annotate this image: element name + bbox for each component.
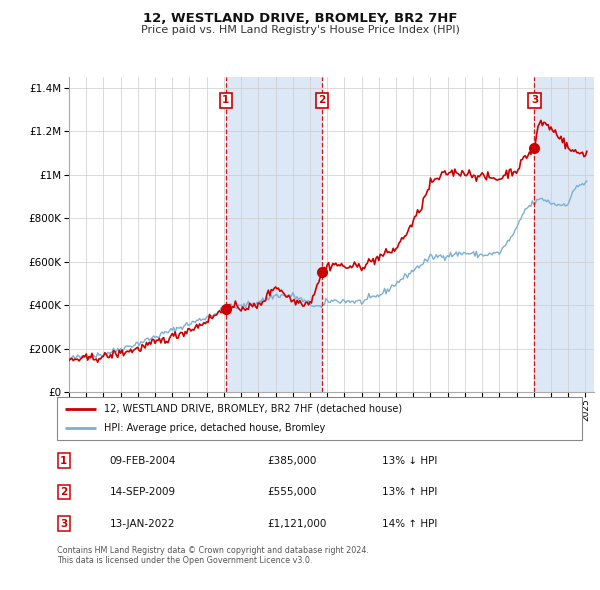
Text: 1: 1 xyxy=(60,455,67,466)
Text: 14-SEP-2009: 14-SEP-2009 xyxy=(110,487,176,497)
Bar xyxy=(226,77,322,392)
Text: 09-FEB-2004: 09-FEB-2004 xyxy=(110,455,176,466)
Text: £385,000: £385,000 xyxy=(267,455,316,466)
Text: 13-JAN-2022: 13-JAN-2022 xyxy=(110,519,175,529)
Text: Price paid vs. HM Land Registry's House Price Index (HPI): Price paid vs. HM Land Registry's House … xyxy=(140,25,460,35)
Text: £555,000: £555,000 xyxy=(267,487,316,497)
Text: £1,121,000: £1,121,000 xyxy=(267,519,326,529)
Bar xyxy=(535,77,594,392)
FancyBboxPatch shape xyxy=(57,397,582,440)
Text: 14% ↑ HPI: 14% ↑ HPI xyxy=(383,519,438,529)
Text: 12, WESTLAND DRIVE, BROMLEY, BR2 7HF (detached house): 12, WESTLAND DRIVE, BROMLEY, BR2 7HF (de… xyxy=(104,404,403,414)
Text: 3: 3 xyxy=(531,96,538,106)
Text: 13% ↑ HPI: 13% ↑ HPI xyxy=(383,487,438,497)
Text: 13% ↓ HPI: 13% ↓ HPI xyxy=(383,455,438,466)
Text: Contains HM Land Registry data © Crown copyright and database right 2024.
This d: Contains HM Land Registry data © Crown c… xyxy=(57,546,369,565)
Text: 2: 2 xyxy=(60,487,67,497)
Text: 3: 3 xyxy=(60,519,67,529)
Text: HPI: Average price, detached house, Bromley: HPI: Average price, detached house, Brom… xyxy=(104,423,325,433)
Text: 1: 1 xyxy=(222,96,229,106)
Text: 2: 2 xyxy=(319,96,326,106)
Text: 12, WESTLAND DRIVE, BROMLEY, BR2 7HF: 12, WESTLAND DRIVE, BROMLEY, BR2 7HF xyxy=(143,12,457,25)
